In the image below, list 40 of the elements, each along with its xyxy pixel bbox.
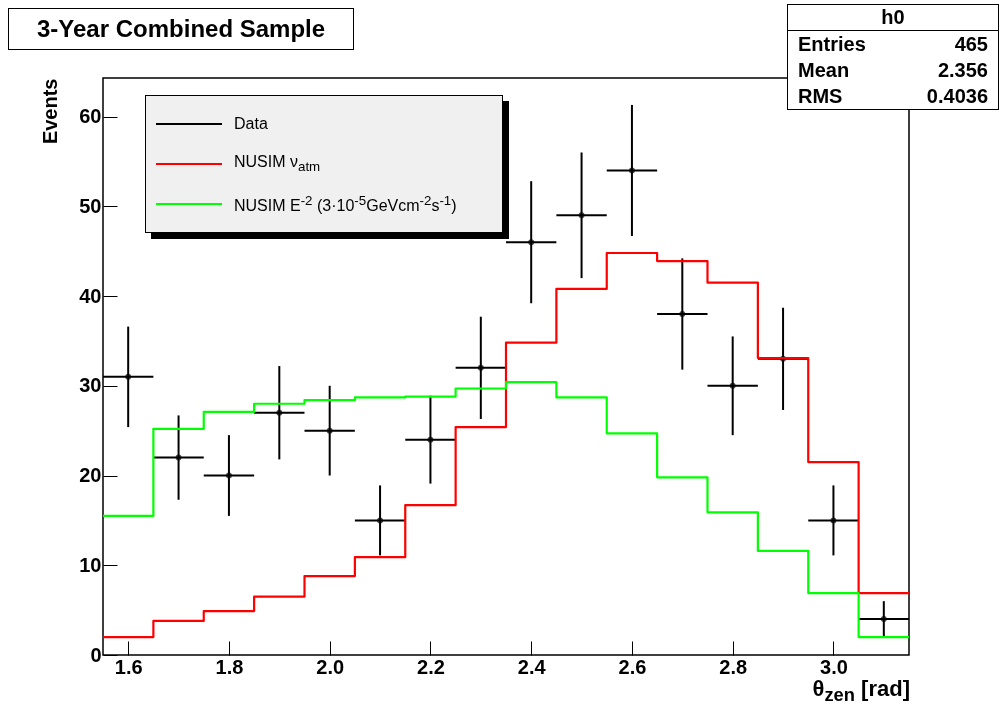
point	[830, 517, 837, 524]
text: RMS 0.4036	[798, 85, 988, 107]
point	[628, 167, 635, 174]
legend-label: NUSIM ν$_{atm}$	[234, 153, 321, 175]
point	[125, 373, 132, 380]
point	[880, 616, 887, 623]
text: Mean 2.356	[798, 59, 988, 81]
point	[225, 472, 232, 479]
x-axis-title: θ$_{zen}$ [rad]	[812, 676, 910, 707]
point	[477, 364, 484, 371]
chart-title: 3-Year Combined Sample	[8, 8, 355, 50]
x-tick-label: 2.6	[618, 655, 647, 678]
legend-label: Data	[234, 115, 268, 133]
point	[377, 517, 384, 524]
point	[578, 212, 585, 219]
x-tick-label: 2.0	[316, 655, 345, 678]
x-tick-label: 2.2	[417, 655, 445, 678]
y-tick-label: 40	[79, 284, 102, 307]
y-tick-label: 0	[90, 643, 102, 666]
point	[276, 409, 283, 416]
y-tick-label: 60	[79, 105, 102, 128]
text: NUSIM E$^{-2}$ (3·10$^{-5}$GeVcm$^{-2}$s$^{-1}$)	[234, 192, 457, 215]
y-tick-label: 50	[79, 194, 102, 217]
y-axis-title: Events	[39, 78, 62, 145]
point	[326, 427, 333, 434]
point	[427, 436, 434, 443]
text: h0	[788, 5, 998, 31]
point	[175, 454, 182, 461]
x-tick-label: 1.8	[215, 655, 244, 678]
text: Entries 465	[798, 33, 988, 55]
y-tick-label: 30	[79, 374, 102, 397]
x-tick-label: 1.6	[114, 655, 143, 678]
point	[679, 311, 686, 317]
x-tick-label: 2.8	[719, 655, 748, 678]
x-tick-label: 3.0	[820, 655, 848, 678]
y-tick-label: 10	[79, 553, 102, 576]
point	[729, 382, 736, 389]
point	[528, 239, 535, 246]
y-tick-label: 20	[79, 464, 102, 487]
x-tick-label: 2.4	[517, 655, 547, 678]
